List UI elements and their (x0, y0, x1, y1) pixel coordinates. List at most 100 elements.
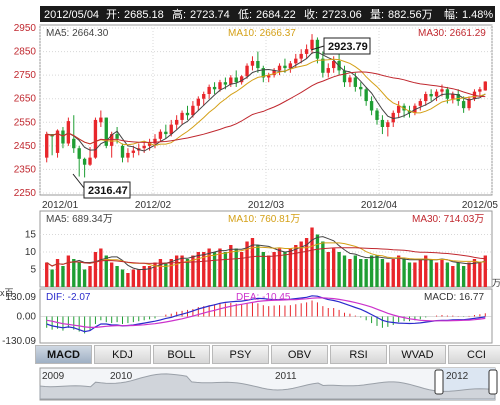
candle-body (483, 81, 487, 91)
macd-y-tick: -130.09 (2, 336, 36, 347)
price-y-tick: 2750 (14, 70, 37, 81)
volume-bars (45, 227, 487, 287)
price-y-tick: 2950 (14, 23, 37, 34)
volume-bar (147, 266, 152, 287)
header-amplitude-label: 幅: (444, 8, 458, 21)
indicator-tabs: MACD KDJ BOLL PSY OBV RSI WVAD CCI (35, 345, 500, 365)
volume-ma30-label: MA30: 714.03万 (412, 214, 484, 225)
price-y-tick: 2250 (14, 188, 37, 199)
candle-body (147, 142, 152, 146)
candle-body (212, 86, 217, 90)
volume-bar (169, 259, 173, 287)
navigator-handle-right[interactable] (488, 369, 498, 395)
volume-bar (185, 259, 190, 287)
header-date: 2012/05/04 (44, 9, 99, 21)
volume-bar (451, 266, 455, 287)
header-volume: 882.56万 (388, 9, 433, 21)
header-open-label: 开: (106, 9, 120, 21)
volume-bar (413, 262, 417, 287)
candle-body (294, 58, 298, 64)
candle-body (99, 117, 103, 123)
volume-bar (440, 259, 444, 287)
candle-body (467, 98, 471, 109)
header-bar (40, 6, 495, 22)
candle-body (142, 145, 146, 149)
header-high-label: 高: (172, 7, 186, 21)
price-x-tick: 2012/01 (42, 200, 79, 211)
tab-cci[interactable]: CCI (448, 345, 500, 364)
volume-bar (369, 255, 374, 287)
candle-body (223, 82, 228, 85)
navigator-years: 2009 2010 2011 2012 (42, 371, 469, 382)
volume-bar (429, 259, 433, 287)
macd-y-tick: 130.09 (5, 292, 36, 303)
tab-psy[interactable]: PSY (212, 345, 269, 364)
volume-bar (223, 252, 228, 287)
candle-body (321, 58, 325, 73)
volume-bar (478, 262, 482, 287)
volume-bar (359, 259, 363, 287)
tab-boll[interactable]: BOLL (153, 345, 210, 364)
volume-bar (353, 255, 358, 287)
min-price-callout: 2316.47 (72, 173, 131, 199)
candle-body (115, 134, 119, 139)
candle-body (104, 117, 108, 146)
volume-bar (391, 259, 395, 287)
macd-y-tick: 0.00 (17, 312, 37, 323)
volume-bar (342, 255, 347, 287)
dea-line (46, 297, 486, 328)
candle-body (396, 105, 401, 113)
navigator-handle-left[interactable] (434, 369, 444, 395)
volume-bar (283, 252, 287, 287)
volume-bar (445, 262, 450, 287)
volume-bar (267, 255, 271, 287)
volume-bar (434, 262, 439, 287)
candle-body (418, 101, 422, 106)
max-price-callout: 2923.79 (310, 37, 371, 55)
candle-body (164, 131, 168, 135)
macd-value-label: MACD: 16.77 (424, 292, 484, 303)
candle-body (55, 130, 60, 153)
macd-unit-label: x百 (0, 288, 14, 298)
volume-bar (110, 262, 114, 287)
volume-bar (234, 248, 238, 287)
candle-body (461, 101, 466, 109)
candle-body (310, 39, 314, 50)
header-close: 2723.06 (322, 9, 362, 21)
ma30-line (46, 71, 486, 145)
candle-body (315, 39, 320, 59)
candle-body (218, 82, 222, 90)
price-x-axis: 2012/01 2012/02 2012/03 2012/04 2012/05 (42, 200, 498, 211)
tab-rsi[interactable]: RSI (330, 345, 387, 364)
tab-obv[interactable]: OBV (271, 345, 328, 364)
candle-body (202, 94, 206, 99)
candle-body (158, 131, 163, 139)
tab-macd[interactable]: MACD (35, 345, 92, 364)
volume-bar (207, 248, 211, 287)
volume-bar (239, 252, 244, 287)
candle-body (272, 70, 276, 76)
price-y-tick: 2550 (14, 117, 37, 128)
candle-body (283, 65, 287, 69)
candle-body (304, 49, 309, 54)
candle-body (61, 130, 65, 144)
volume-panel-frame (39, 210, 493, 288)
price-ma5-label: MA5: 2664.30 (46, 28, 109, 39)
header-low: 2684.22 (256, 9, 296, 21)
candle-body (174, 119, 179, 125)
volume-bar (93, 252, 98, 287)
header-close-label: 收: (304, 7, 318, 21)
ma10-line (46, 58, 486, 147)
volume-y-axis: 15 10 5 (25, 230, 37, 276)
candle-body (348, 77, 352, 83)
candle-body (196, 98, 200, 106)
candle-body (369, 101, 374, 111)
tab-kdj[interactable]: KDJ (94, 345, 151, 364)
volume-bar (332, 248, 336, 287)
volume-bar (294, 245, 298, 287)
volume-bar (407, 262, 412, 287)
volume-bar (245, 241, 249, 287)
tab-wvad[interactable]: WVAD (389, 345, 446, 364)
header-volume-label: 量: (370, 8, 384, 21)
candle-body (288, 63, 293, 69)
